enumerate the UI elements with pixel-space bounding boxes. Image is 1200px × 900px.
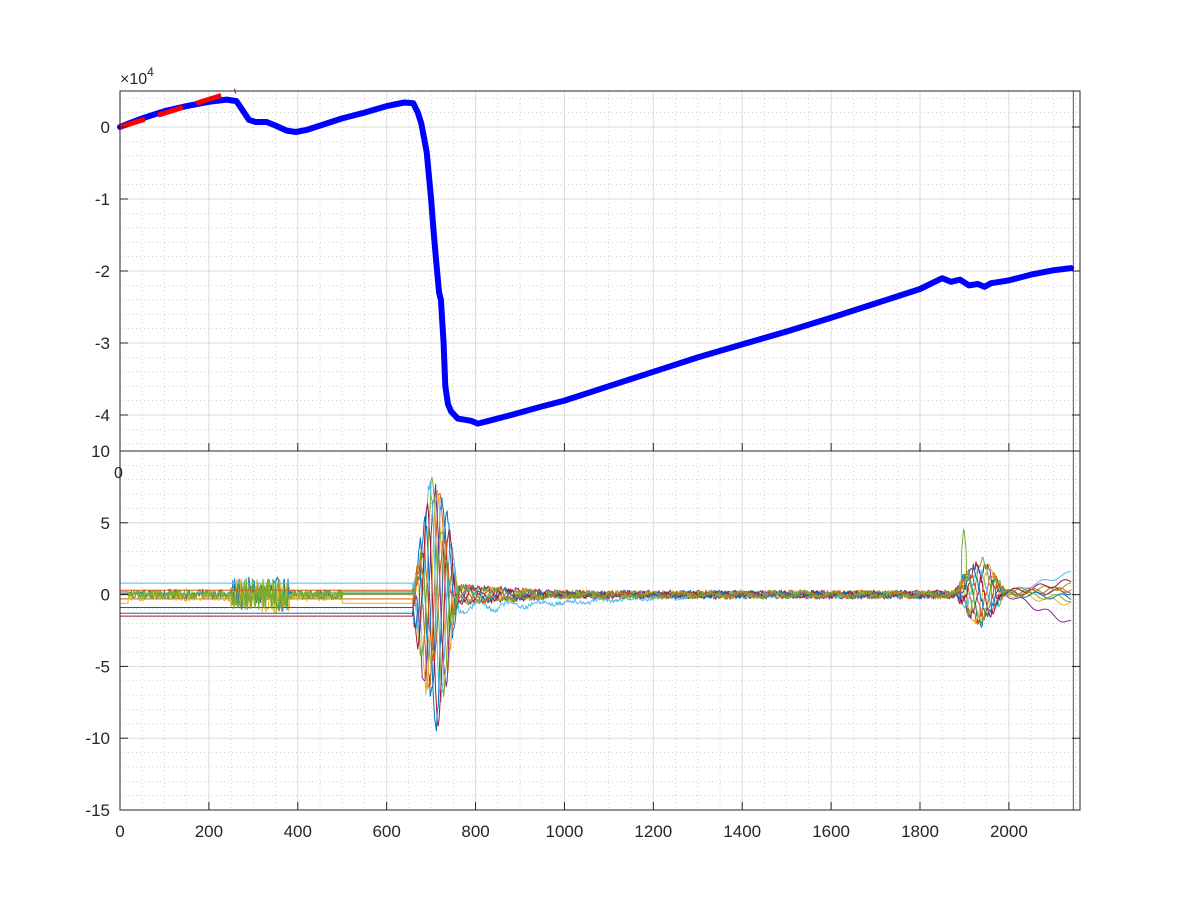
y-tick-label: 10 bbox=[91, 442, 110, 461]
series-line-trend bbox=[117, 96, 1075, 427]
bottom-ticks: 10 5 0 -5 -10 -15 0 200 400 600 800 1000 1200 1400 160… bbox=[85, 442, 1080, 841]
bottom-plot-area bbox=[120, 476, 1072, 732]
y-tick-label: -1 bbox=[95, 190, 110, 209]
stray-tick-label: 0 bbox=[114, 465, 123, 482]
top-axes: 0 -1 -2 -3 -4 ×104 bbox=[95, 65, 1081, 452]
x-tick-label: 1600 bbox=[812, 822, 850, 841]
y-tick-label: -3 bbox=[95, 334, 110, 353]
y-tick-label: -2 bbox=[95, 262, 110, 281]
y-tick-label: 5 bbox=[101, 514, 110, 533]
x-tick-label: 1000 bbox=[546, 822, 584, 841]
x-tick-label: 600 bbox=[372, 822, 400, 841]
y-tick-label: -4 bbox=[95, 406, 110, 425]
series-line-initial-fit bbox=[119, 88, 237, 130]
bottom-axes-box bbox=[119, 450, 1081, 811]
y-tick-label: -15 bbox=[85, 801, 110, 820]
top-plot-area bbox=[117, 88, 1075, 427]
y-tick-label: 0 bbox=[101, 118, 110, 137]
x-tick-label: 400 bbox=[284, 822, 312, 841]
y-tick-label: -5 bbox=[95, 657, 110, 676]
x-tick-label: 2000 bbox=[990, 822, 1028, 841]
x-tick-label: 200 bbox=[195, 822, 223, 841]
x-tick-label: 0 bbox=[115, 822, 124, 841]
y-tick-label: -10 bbox=[85, 729, 110, 748]
y-tick-label: 0 bbox=[101, 586, 110, 605]
exponent-base: ×10 bbox=[120, 71, 147, 88]
series-line-ch10 bbox=[120, 531, 1072, 667]
top-exponent-label: ×104 bbox=[120, 65, 154, 88]
x-tick-label: 1400 bbox=[723, 822, 761, 841]
exponent-power: 4 bbox=[147, 65, 154, 79]
x-tick-label: 1800 bbox=[901, 822, 939, 841]
bottom-axes: 10 5 0 -5 -10 -15 0 200 400 600 800 1000 1200 1400 160… bbox=[85, 442, 1081, 841]
x-tick-label: 1200 bbox=[634, 822, 672, 841]
top-ticks: 0 -1 -2 -3 -4 bbox=[95, 118, 1080, 451]
x-tick-label: 800 bbox=[461, 822, 489, 841]
